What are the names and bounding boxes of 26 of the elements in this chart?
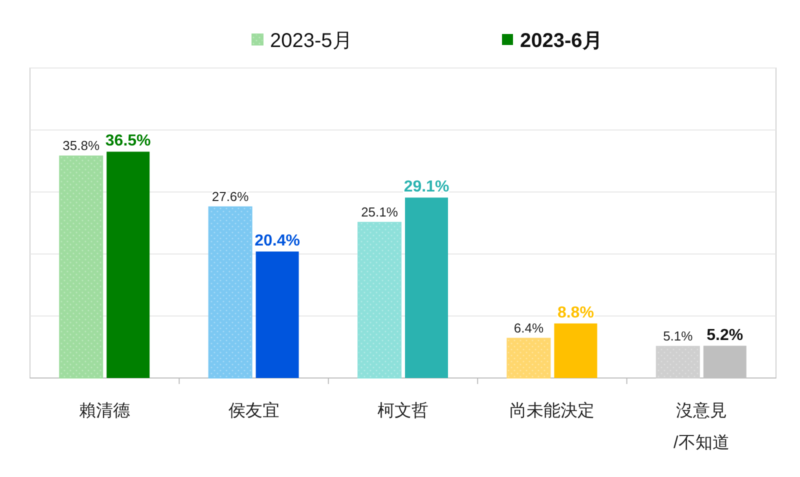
bar [208, 206, 252, 378]
x-tick-label: 尚未能決定 [510, 401, 595, 420]
data-label: 5.2% [706, 326, 744, 344]
bar [554, 323, 598, 378]
data-label: 5.1% [663, 328, 694, 344]
data-label: 36.5% [105, 132, 151, 150]
data-label: 27.6% [212, 188, 250, 204]
x-tick-label: 侯友宜 [228, 401, 280, 420]
bar [59, 156, 104, 378]
bar [405, 198, 448, 378]
data-label: 8.8% [557, 304, 594, 322]
legend-label: 2023-6月 [520, 30, 602, 52]
x-tick-label: 賴清德 [79, 401, 130, 420]
bar [506, 338, 551, 378]
data-label: 25.1% [361, 204, 398, 220]
bar [656, 346, 700, 378]
data-label: 35.8% [62, 138, 100, 154]
x-tick-label: 沒意見 /不知道 [674, 401, 730, 452]
bar [106, 152, 150, 378]
data-label: 29.1% [404, 178, 450, 196]
bar [358, 222, 402, 378]
legend-label: 2023-5月 [270, 30, 352, 52]
bar [256, 252, 299, 378]
data-label: 6.4% [514, 320, 544, 336]
data-label: 20.4% [254, 232, 300, 250]
x-tick-label: 柯文哲 [378, 401, 428, 420]
